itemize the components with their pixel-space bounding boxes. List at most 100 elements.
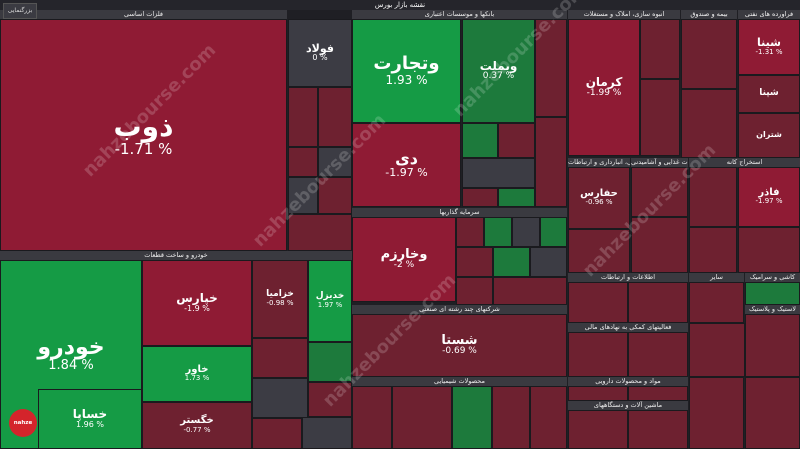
stock-tile-small[interactable] [628, 282, 688, 323]
stock-tile-small[interactable] [689, 167, 737, 227]
stock-tile-small[interactable] [462, 123, 498, 158]
stock-tile-small[interactable] [493, 277, 567, 305]
stock-tile[interactable]: دی -1.97 % [352, 123, 461, 207]
stock-change: 1.73 % [184, 374, 210, 383]
stock-tile-small[interactable] [535, 19, 567, 117]
stock-tile[interactable]: فولاد 0 % [288, 19, 352, 87]
stock-tile-small[interactable] [745, 314, 800, 377]
stock-tile-small[interactable] [302, 417, 352, 449]
sector-label: خودرو و ساخت قطعات [0, 251, 352, 260]
stock-tile-small[interactable] [628, 410, 688, 449]
stock-tile-small[interactable] [456, 277, 493, 305]
stock-symbol: فولاد [306, 41, 334, 55]
stock-tile[interactable]: خزامیا -0.98 % [252, 260, 308, 338]
stock-tile-small[interactable] [492, 386, 530, 449]
stock-tile-small[interactable] [530, 247, 567, 277]
stock-tile[interactable]: خدیزل 1.97 % [308, 260, 352, 342]
stock-tile-small[interactable] [689, 377, 744, 449]
sector-label: ماشین آلات و دستگاههای [568, 401, 688, 410]
sector-label: فراورده های نفتی [738, 10, 800, 19]
stock-tile-small[interactable] [252, 338, 308, 378]
stock-change: 1.93 % [385, 72, 428, 87]
sector-label: سرمایه گذاریها [352, 208, 567, 217]
stock-tile-small[interactable] [318, 177, 352, 214]
stock-tile[interactable]: فاذر -1.97 % [738, 167, 800, 227]
stock-tile-small[interactable] [352, 386, 392, 449]
stock-tile-small[interactable] [456, 217, 484, 247]
sector-label: لاستیک و پلاستیک [745, 305, 800, 314]
stock-tile[interactable]: وبملت 0.37 % [462, 19, 535, 123]
stock-tile-small[interactable] [452, 386, 492, 449]
stock-tile-small[interactable] [498, 188, 535, 207]
stock-tile-small[interactable] [568, 410, 628, 449]
stock-tile-small[interactable] [568, 332, 628, 377]
stock-symbol: وخارزم [380, 246, 428, 262]
stock-tile-small[interactable] [498, 123, 535, 158]
stock-tile-small[interactable] [288, 147, 318, 177]
stock-tile-small[interactable] [318, 147, 352, 177]
stock-tile-small[interactable] [640, 79, 680, 156]
stock-symbol: شپنا [759, 88, 779, 99]
stock-tile-small[interactable] [318, 87, 352, 147]
stock-tile-small[interactable] [308, 342, 352, 382]
stock-change: -1.97 % [385, 166, 428, 180]
stock-tile[interactable]: شینا -1.31 % [738, 19, 800, 75]
stock-symbol: حفارس [580, 187, 618, 199]
stock-tile-small[interactable] [288, 177, 318, 214]
stock-tile[interactable]: خگستر -0.77 % [142, 402, 252, 449]
sector-label: انبوه سازی، املاک و مستغلات [568, 10, 680, 19]
stock-change: -1.71 % [114, 140, 173, 159]
stock-symbol: کرمان [585, 75, 623, 90]
stock-tile-small[interactable] [681, 19, 737, 89]
stock-tile-small[interactable] [530, 386, 567, 449]
stock-symbol: خساپا [72, 407, 108, 422]
stock-tile[interactable]: خساپا 1.96 % [38, 389, 142, 449]
stock-tile-small[interactable] [628, 332, 688, 377]
stock-tile-small[interactable] [252, 378, 308, 418]
stock-tile-small[interactable] [738, 227, 800, 273]
stock-tile[interactable]: ذوب -1.71 % [0, 19, 287, 251]
stock-tile-small[interactable] [628, 386, 688, 401]
stock-tile-small[interactable] [308, 382, 352, 417]
stock-symbol: وتجارت [373, 52, 440, 74]
stock-change: 1.84 % [48, 357, 94, 373]
stock-tile-small[interactable] [484, 217, 512, 247]
stock-tile[interactable]: وخارزم -2 % [352, 217, 456, 302]
stock-tile-small[interactable] [681, 89, 737, 158]
stock-tile[interactable]: حفارس -0.96 % [568, 167, 630, 229]
stock-tile[interactable]: کرمان -1.99 % [568, 19, 640, 156]
sector-label: کاشی و سرامیک [745, 273, 800, 282]
stock-change: 0 % [312, 53, 328, 63]
stock-tile-small[interactable] [462, 188, 498, 207]
stock-tile[interactable]: شستا -0.69 % [352, 314, 567, 377]
stock-tile-small[interactable] [689, 323, 745, 377]
stock-tile-small[interactable] [631, 167, 688, 217]
stock-tile-small[interactable] [568, 282, 628, 323]
stock-tile-small[interactable] [252, 418, 302, 449]
stock-tile-small[interactable] [512, 217, 540, 247]
stock-tile-small[interactable] [745, 377, 800, 449]
stock-tile-small[interactable] [689, 227, 737, 273]
stock-tile[interactable]: خپارس -1.9 % [142, 260, 252, 346]
stock-tile-small[interactable] [288, 214, 352, 251]
stock-tile-small[interactable] [568, 229, 630, 273]
stock-tile-small[interactable] [640, 19, 680, 79]
stock-tile-small[interactable] [392, 386, 452, 449]
stock-tile[interactable]: خاور 1.73 % [142, 346, 252, 402]
stock-tile[interactable]: وتجارت 1.93 % [352, 19, 461, 123]
stock-tile-small[interactable] [288, 87, 318, 147]
zoom-button[interactable]: بزرگنمایی [3, 3, 37, 19]
sector-label: شرکتهای چند رشته ای صنعتی [352, 305, 567, 314]
stock-tile-small[interactable] [493, 247, 530, 277]
stock-tile[interactable]: شتران [738, 113, 800, 158]
sector-label: فلزات اساسی [0, 10, 287, 19]
stock-tile-small[interactable] [535, 117, 567, 207]
stock-tile-small[interactable] [456, 247, 493, 277]
stock-tile-small[interactable] [462, 158, 535, 188]
stock-tile[interactable]: شپنا [738, 75, 800, 113]
stock-tile-small[interactable] [631, 217, 688, 273]
stock-tile-small[interactable] [540, 217, 567, 247]
stock-tile-small[interactable] [745, 282, 800, 305]
stock-tile-small[interactable] [689, 282, 744, 323]
stock-tile-small[interactable] [568, 386, 628, 401]
